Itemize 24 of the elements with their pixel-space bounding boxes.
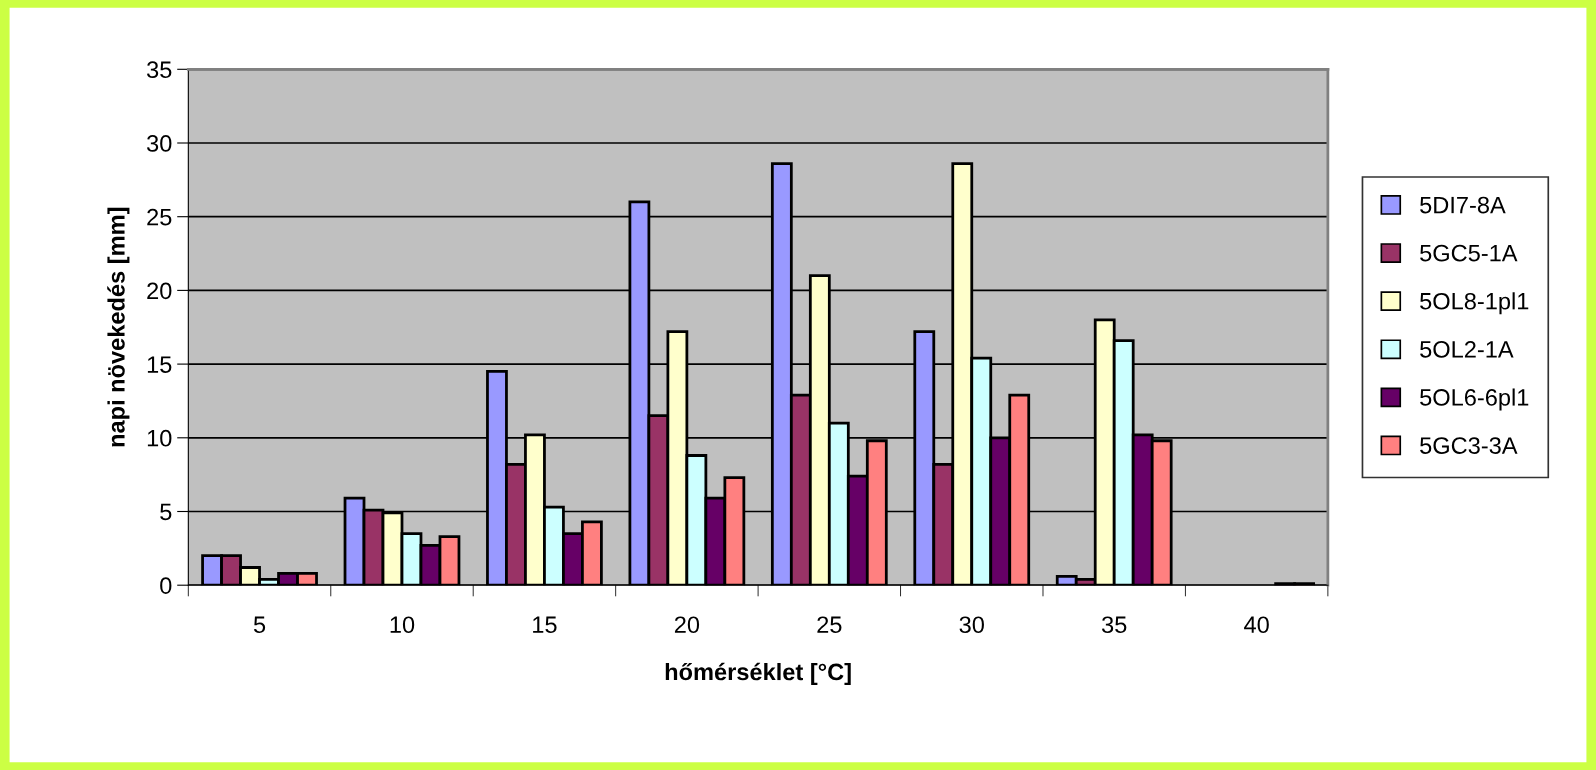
legend-label: 5GC5-1A (1420, 244, 1518, 262)
x-tick-label: 20 (674, 616, 700, 634)
y-tick-label: 10 (147, 429, 172, 447)
legend-label: 5OL6-6pl1 (1420, 388, 1529, 411)
y-tick-label: 20 (147, 282, 172, 300)
y-tick-label: 25 (147, 208, 172, 226)
y-axis-title: napi növekedés [mm] (107, 207, 130, 447)
legend-label: 5OL2-1A (1420, 340, 1514, 358)
y-tick-label: 0 (160, 577, 172, 594)
x-tick-label: 35 (1101, 616, 1127, 634)
y-tick-label: 30 (147, 135, 172, 152)
y-tick-label: 35 (147, 61, 172, 79)
legend-label: 5GC3-3A (1420, 437, 1518, 454)
legend-label: 5OL8-1pl1 (1420, 292, 1529, 315)
y-tick-label: 5 (160, 503, 172, 521)
x-tick-label: 10 (390, 616, 415, 634)
x-tick-label: 25 (817, 616, 842, 634)
y-tick-label: 15 (147, 356, 172, 373)
x-tick-label: 30 (959, 616, 984, 634)
x-axis-title: hőmérséklet [°C] (665, 662, 851, 685)
x-tick-label: 5 (253, 616, 266, 634)
x-tick-label: 15 (533, 616, 557, 634)
x-tick-label: 40 (1244, 616, 1269, 634)
legend-label: 5DI7-8A (1420, 196, 1506, 214)
